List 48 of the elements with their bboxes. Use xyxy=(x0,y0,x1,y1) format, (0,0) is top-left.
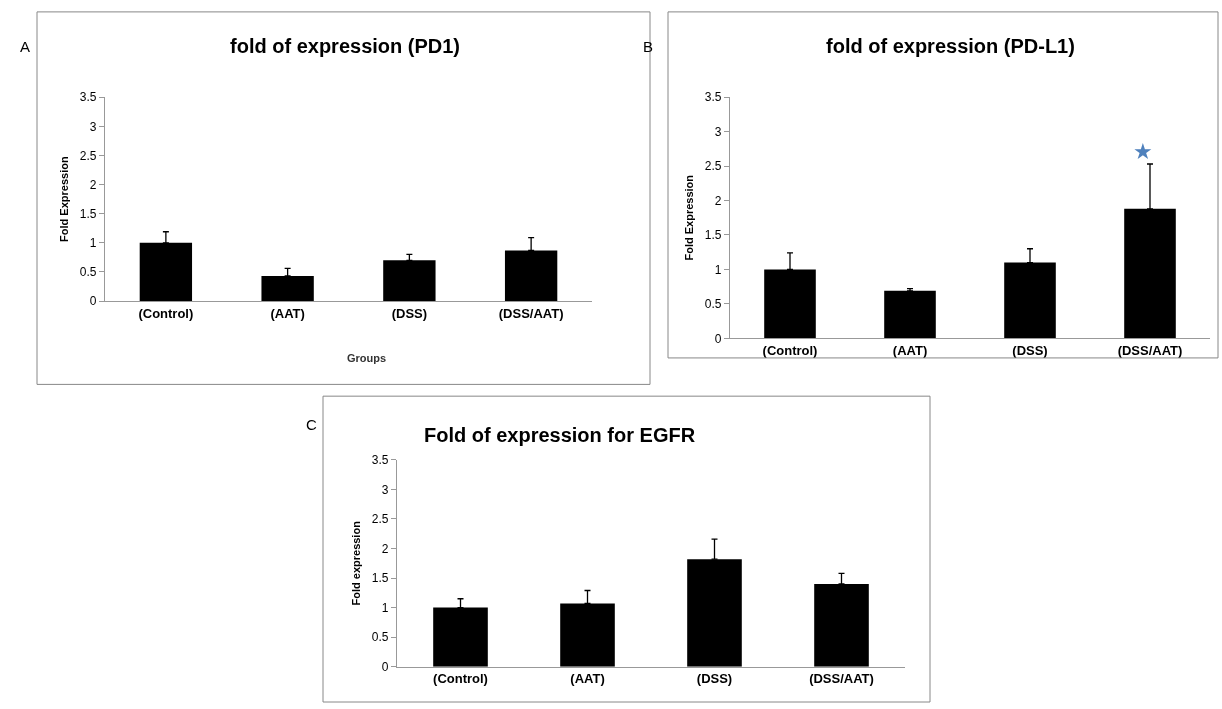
y-axis-title: Fold expression xyxy=(350,520,363,606)
y-tick-label: 3.5 xyxy=(371,453,389,468)
y-tick-label: 1.5 xyxy=(704,228,722,243)
y-axis-title: Fold Expression xyxy=(58,156,71,242)
bar xyxy=(884,290,936,339)
y-tick-label: 1 xyxy=(714,262,722,277)
y-tick-label: 3 xyxy=(381,482,389,497)
y-tick-label: 3.5 xyxy=(704,90,722,105)
annotation: ★ xyxy=(1133,139,1153,164)
y-tick-label: 1.5 xyxy=(79,206,97,221)
x-tick-label: (DSS/AAT) xyxy=(809,671,874,687)
text: A xyxy=(20,38,31,55)
x-tick-label: (DSS) xyxy=(696,671,733,687)
y-tick-label: 2.5 xyxy=(79,148,97,163)
x-tick-label: (Control) xyxy=(762,343,818,359)
y-tick-label: 2.5 xyxy=(704,159,722,174)
y-tick-label: 3 xyxy=(89,119,97,134)
y-tick-label: 0.5 xyxy=(704,297,722,312)
y-tick-label: 2 xyxy=(381,541,389,556)
y-tick-label: 2.5 xyxy=(371,512,389,527)
x-tick-label: (Control) xyxy=(138,305,194,321)
chart-title: fold of expression (PD1) xyxy=(230,35,461,57)
text: C xyxy=(306,416,317,433)
x-tick-label: (DSS/AAT) xyxy=(498,305,564,321)
y-tick-label: 0.5 xyxy=(79,265,97,280)
x-tick-label: (AAT) xyxy=(892,343,928,359)
text: B xyxy=(643,38,654,55)
y-tick-label: 1 xyxy=(381,600,389,615)
chart-title: Fold of expression for EGFR xyxy=(424,424,696,446)
y-tick-label: 3 xyxy=(714,124,722,139)
y-tick-label: 1 xyxy=(89,236,97,251)
y-tick-label: 2 xyxy=(714,193,722,208)
y-tick-label: 3.5 xyxy=(79,90,97,105)
y-tick-label: 0 xyxy=(381,659,389,674)
x-tick-label: (Control) xyxy=(433,671,488,687)
x-tick-label: (DSS) xyxy=(1012,343,1048,359)
chart-title: fold of expression (PD-L1) xyxy=(826,35,1075,57)
x-tick-label: (AAT) xyxy=(270,305,305,321)
x-tick-label: (AAT) xyxy=(570,671,605,687)
x-tick-label: (DSS) xyxy=(391,305,428,321)
x-axis-title: Groups xyxy=(347,352,387,364)
y-axis-title: Fold Expression xyxy=(683,174,696,261)
y-tick-label: 0 xyxy=(89,294,97,309)
y-tick-label: 2 xyxy=(89,177,97,192)
x-tick-label: (DSS/AAT) xyxy=(1117,343,1183,359)
y-tick-label: 1.5 xyxy=(371,571,389,586)
y-tick-label: 0.5 xyxy=(371,630,389,645)
y-tick-label: 0 xyxy=(714,331,722,346)
